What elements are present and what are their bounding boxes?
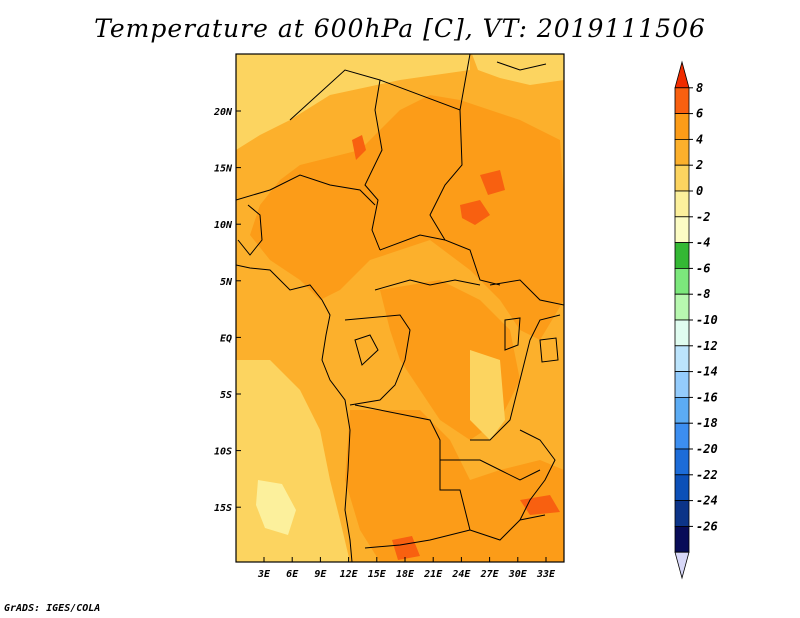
temperature-field <box>236 54 564 562</box>
colorbar-segment <box>674 345 690 372</box>
colorbar-segment <box>674 319 690 347</box>
lat-tick-label: 10N <box>214 220 233 231</box>
colorbar-segment <box>674 216 690 244</box>
lat-tick-label: 10S <box>214 447 232 458</box>
lat-tick-label: 20N <box>213 107 233 118</box>
lon-tick-label: 9E <box>314 569 327 580</box>
colorbar-segment <box>674 164 690 192</box>
colorbar-label: -16 <box>696 390 718 404</box>
colorbar-segment <box>674 87 690 115</box>
lat-tick-label: 5S <box>220 390 232 401</box>
colorbar-label: -22 <box>696 468 718 482</box>
colorbar-label: -18 <box>696 416 718 430</box>
field-north-cool <box>236 54 470 150</box>
field-hotspot-1 <box>352 135 366 160</box>
lon-tick-label: 15E <box>368 569 387 580</box>
colorbar-label: -24 <box>696 494 718 508</box>
colorbar-segment <box>674 267 690 295</box>
lon-tick-label: 33E <box>536 569 556 580</box>
lon-tick-label: 12E <box>340 569 359 580</box>
colorbar-label: -8 <box>696 287 710 301</box>
colorbar-segment <box>674 371 690 398</box>
map-frame <box>235 53 565 563</box>
field-hotspot-2 <box>460 200 490 225</box>
colorbar-arrow-bottom <box>674 551 690 580</box>
field-hotspot-3 <box>480 170 505 195</box>
colorbar-label: -12 <box>696 339 718 353</box>
colorbar-label: -2 <box>696 210 710 224</box>
lat-tick-label: 15N <box>214 164 233 175</box>
field-sahel-warm <box>250 95 564 340</box>
colorbar-segment <box>674 293 690 321</box>
colorbar-segment <box>674 526 690 553</box>
lon-tick-label: 30E <box>508 569 528 580</box>
colorbar-label: 6 <box>696 107 703 121</box>
lon-tick-label: 21E <box>423 569 443 580</box>
field-south-warm <box>345 410 564 562</box>
lon-tick-label: 6E <box>286 569 299 580</box>
colorbar-arrow-top <box>674 60 690 89</box>
field-cold-spot <box>256 480 296 535</box>
lon-tick-label: 27E <box>480 569 500 580</box>
colorbar-label: -26 <box>696 519 718 533</box>
colorbar-segment <box>674 242 690 269</box>
colorbar-label: 4 <box>696 132 703 146</box>
lat-tick-label: 5N <box>220 277 233 288</box>
lon-tick-label: 24E <box>451 569 471 580</box>
colorbar-segment <box>674 422 690 450</box>
colorbar-segment <box>674 190 690 218</box>
colorbar-segment <box>674 500 690 527</box>
lon-tick-label: 18E <box>396 569 415 580</box>
colorbar-segment <box>674 396 690 424</box>
colorbar-segment <box>674 474 690 501</box>
grads-credit: GrADS: IGES/COLA <box>4 603 101 614</box>
colorbar-label: -4 <box>696 236 710 250</box>
lon-tick-label: 3E <box>257 569 271 580</box>
colorbar-label: 2 <box>695 158 703 172</box>
colorbar-segment <box>674 138 690 166</box>
latitude-axis: 20N 15N 10N 5N EQ 5S 10S 15S <box>213 107 241 514</box>
colorbar-label: -20 <box>696 442 718 456</box>
colorbar-segment <box>674 113 690 140</box>
map-title: Temperature at 600hPa [C], VT: 201911150… <box>94 14 706 43</box>
colorbar-segment <box>674 448 690 476</box>
field-hotspot-4 <box>392 536 420 560</box>
field-east-cool <box>470 350 505 440</box>
colorbar-label: 0 <box>696 184 703 198</box>
colorbar-label: -14 <box>696 365 718 379</box>
colorbar-label: -6 <box>696 261 710 275</box>
colorbar: 8 6 4 2 0 -2 -4 -6 -8 -10 -12 -14 -16 -18 -20 -22 -24 -26 <box>674 60 718 580</box>
lat-tick-label: EQ <box>220 333 232 344</box>
longitude-axis: 3E 6E 9E 12E 15E 18E 21E 24E 27E 30E 33E <box>257 557 556 580</box>
lat-tick-label: 15S <box>214 503 232 514</box>
country-borders <box>236 54 564 562</box>
colorbar-label: -10 <box>696 313 718 327</box>
colorbar-label: 8 <box>696 81 703 95</box>
